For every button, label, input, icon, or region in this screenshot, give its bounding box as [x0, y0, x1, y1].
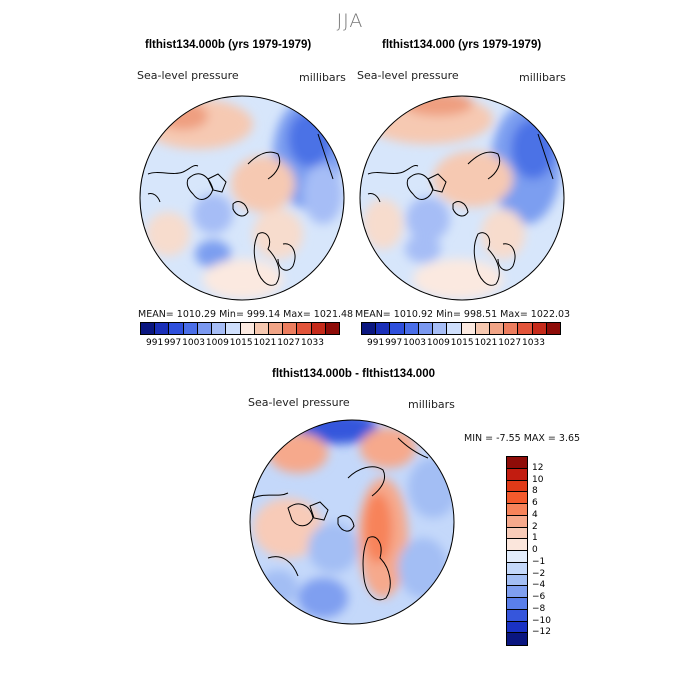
panel-3-colorbar-swatch-11	[507, 586, 527, 598]
panel-2-colorbar-tick-label: 1021	[474, 338, 498, 348]
panel-3-colorbar-tick-label: 2	[532, 521, 538, 532]
panel-3-colorbar-swatch-2	[507, 480, 527, 493]
panel-3-colorbar-tick-label: 1	[532, 533, 538, 544]
panel-2-stats: MEAN= 1010.92 Min= 998.51 Max= 1022.03	[355, 309, 571, 320]
panel-1-colorbar-tick-label: 991	[146, 338, 164, 348]
panel-2-colorbar-swatch-9	[489, 323, 505, 334]
figure-title: JJA	[336, 10, 364, 32]
panel-1-colorbar-swatch-7	[240, 323, 255, 334]
panel-2-colorbar-tick-label: 997	[385, 338, 403, 348]
panel-1-colorbar-swatch-12	[311, 323, 326, 334]
panel-2-colorbar: 991 997 1003 1009 1015 1021 1027 1033	[361, 322, 561, 348]
panel-3-colorbar-swatch-9	[507, 562, 527, 575]
panel-2-colorbar-swatch-7	[461, 323, 476, 334]
panel-3-colorbar-tick-label: 6	[532, 498, 538, 508]
panel-2-colorbar-tick-label: 1027	[498, 338, 522, 348]
panel-2-colorbar-swatch-6	[447, 323, 462, 334]
panel-3-colorbar-tick-label: 12	[532, 462, 544, 473]
panel-3-colorbar-swatch-12	[507, 598, 527, 610]
panel-3-colorbar-tick-label: −8	[532, 603, 546, 614]
panel-3-colorbar-swatch-13	[507, 609, 527, 622]
panel-1-colorbar-swatch-5	[212, 323, 227, 334]
panel-1-colorbar-tick-label: 997	[164, 338, 182, 348]
panel-3-colorbar-swatch-10	[507, 574, 527, 587]
panel-2-colorbar-swatch-5	[433, 323, 448, 334]
panel-1-colorbar-swatch-1	[155, 323, 170, 334]
panel-1-colorbar-swatch-2	[169, 323, 184, 334]
panel-2-colorbar-tick-label: 1033	[522, 338, 545, 348]
panel-3-colorbar-swatch-6	[507, 527, 527, 540]
panel-1-stats: MEAN= 1010.29 Min= 999.14 Max= 1021.48	[138, 309, 354, 320]
panel-1-colorbar-swatch-0	[141, 323, 156, 334]
panel-3-variable-label: Sea-level pressure	[248, 396, 350, 409]
panel-1-colorbar-tick-label: 1027	[277, 338, 301, 348]
panel-2-colorbar-tick-label: 1003	[403, 338, 427, 348]
panel-2-colorbar-swatch-10	[504, 323, 519, 334]
panel-3-colorbar-tick-label: −2	[532, 568, 546, 579]
panel-2-variable-label: Sea-level pressure	[357, 69, 459, 82]
panel-1-title: flthist134.000b (yrs 1979-1979)	[145, 39, 312, 51]
panel-1-variable-label: Sea-level pressure	[137, 69, 239, 82]
panel-3-colorbar-swatch-8	[507, 551, 527, 563]
panel-2-units-label: millibars	[519, 71, 566, 84]
panel-1-colorbar-swatch-9	[268, 323, 284, 334]
panel-2-colorbar-tick-label: 991	[367, 338, 385, 348]
panel-3-colorbar-swatch-15	[507, 633, 527, 645]
panel-3-colorbar-swatch-3	[507, 492, 527, 504]
panel-1-colorbar-swatch-11	[297, 323, 312, 334]
panel-1-polar-map	[139, 95, 345, 301]
panel-1-colorbar-swatch-4	[197, 323, 213, 334]
panel-3-stats: MIN = -7.55 MAX = 3.65	[464, 433, 581, 444]
panel-3-title: flthist134.000b - flthist134.000	[272, 368, 435, 380]
panel-1-colorbar-swatch-3	[183, 323, 198, 334]
panel-3-colorbar-tick-label: −1	[532, 556, 546, 567]
panel-3-colorbar-tick-label: 0	[532, 545, 538, 555]
panel-1-colorbar-tick-label: 1003	[182, 338, 206, 348]
panel-2-colorbar-swatch-0	[362, 323, 377, 334]
panel-2-colorbar-swatch-4	[418, 323, 434, 334]
panel-1-colorbar-tick-label: 1009	[205, 338, 229, 348]
panel-1-units-label: millibars	[299, 71, 346, 84]
panel-3-colorbar-tick-label: 10	[532, 474, 544, 485]
panel-2-title: flthist134.000 (yrs 1979-1979)	[382, 39, 542, 51]
panel-3-colorbar-tick-label: −12	[532, 627, 551, 638]
panel-3-colorbar-tick-label: 8	[532, 486, 538, 497]
panel-2-colorbar-swatch-3	[404, 323, 419, 334]
panel-2-colorbar-swatch-1	[376, 323, 391, 334]
panel-2-polar-map	[359, 95, 565, 301]
panel-2-colorbar-tick-label: 1009	[426, 338, 450, 348]
panel-2-colorbar-swatch-2	[390, 323, 405, 334]
panel-1-colorbar: 991 997 1003 1009 1015 1021 1027 1033	[140, 322, 340, 348]
panel-3-units-label: millibars	[408, 398, 455, 411]
panel-3-colorbar-swatch-0	[507, 457, 527, 469]
panel-1-colorbar-swatch-10	[283, 323, 298, 334]
panel-2-colorbar-swatch-13	[546, 323, 561, 334]
panel-3-colorbar-swatch-1	[507, 468, 527, 481]
panel-1-colorbar-swatch-8	[254, 323, 269, 334]
panel-1-colorbar-swatch-6	[226, 323, 241, 334]
panel-3-colorbar-swatch-5	[507, 515, 527, 528]
panel-3-colorbar-tick-label: −6	[532, 592, 546, 602]
panel-2-colorbar-tick-label: 1015	[450, 338, 474, 348]
panel-2-colorbar-swatch-12	[532, 323, 547, 334]
panel-3-colorbar-swatch-7	[507, 539, 527, 551]
panel-1-colorbar-tick-label: 1015	[229, 338, 253, 348]
panel-3-colorbar-swatch-4	[507, 504, 527, 516]
panel-1-colorbar-tick-label: 1033	[301, 338, 324, 348]
panel-3-colorbar-tick-label: 4	[532, 509, 538, 520]
panel-3-colorbar-swatch-14	[507, 621, 527, 634]
panel-1-colorbar-tick-label: 1021	[253, 338, 277, 348]
panel-3-polar-map	[249, 419, 455, 625]
panel-3-colorbar-tick-label: −10	[532, 615, 551, 626]
panel-1-colorbar-swatch-13	[325, 323, 340, 334]
panel-3-colorbar: 12 10 8 6 4 2 1 0 −1 −2 −4 −6 −8 −10 −12	[506, 456, 576, 646]
panel-2-colorbar-swatch-8	[475, 323, 490, 334]
panel-2-colorbar-swatch-11	[518, 323, 533, 334]
panel-3-colorbar-tick-label: −4	[532, 580, 546, 591]
